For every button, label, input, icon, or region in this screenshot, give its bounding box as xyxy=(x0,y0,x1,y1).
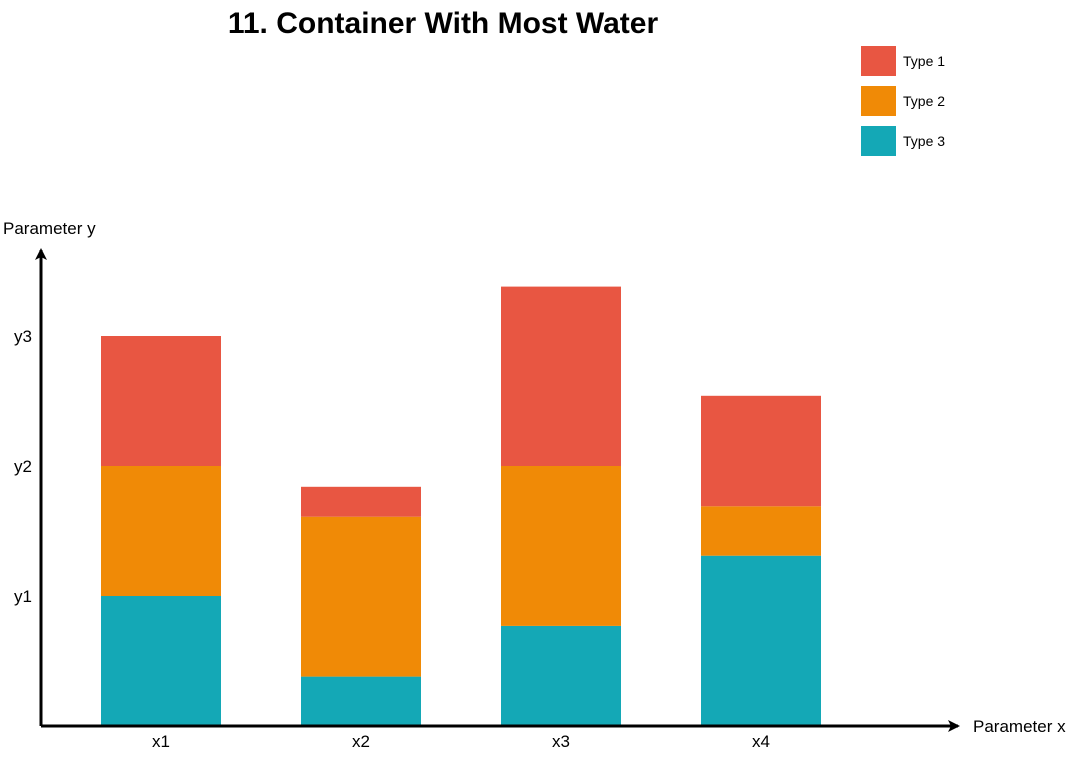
bar-type-3-x3 xyxy=(501,625,621,726)
bar-group xyxy=(101,286,821,726)
x-tick-label-x4: x4 xyxy=(752,732,770,751)
bar-type-2-x1 xyxy=(101,466,221,596)
x-tick-group: x1 x2 x3 x4 xyxy=(152,732,770,751)
bar-type-2-x4 xyxy=(701,506,821,556)
legend-label-type-1: Type 1 xyxy=(903,53,945,69)
chart-title: 11. Container With Most Water xyxy=(228,7,659,40)
legend-swatch-type-1 xyxy=(861,46,896,76)
bar-type-3-x2 xyxy=(301,676,421,726)
x-tick-label-x3: x3 xyxy=(552,732,570,751)
legend-label-type-2: Type 2 xyxy=(903,93,945,109)
bar-type-1-x4 xyxy=(701,395,821,507)
bar-type-2-x3 xyxy=(501,466,621,626)
bar-type-3-x1 xyxy=(101,596,221,726)
legend-swatch-type-3 xyxy=(861,126,896,156)
y-tick-group: y1 y2 y3 xyxy=(14,327,32,606)
x-axis-label: Parameter x xyxy=(973,717,1066,736)
legend-label-type-3: Type 3 xyxy=(903,133,945,149)
y-tick-label-y2: y2 xyxy=(14,457,32,476)
bar-type-2-x2 xyxy=(301,516,421,677)
x-tick-label-x2: x2 xyxy=(352,732,370,751)
legend: Type 1 Type 2 Type 3 xyxy=(861,46,945,156)
bar-type-1-x3 xyxy=(501,286,621,466)
y-tick-label-y3: y3 xyxy=(14,327,32,346)
y-axis-label: Parameter y xyxy=(3,219,96,238)
y-tick-label-y1: y1 xyxy=(14,587,32,606)
bar-type-1-x2 xyxy=(301,486,421,517)
bar-type-3-x4 xyxy=(701,555,821,726)
x-tick-label-x1: x1 xyxy=(152,732,170,751)
legend-swatch-type-2 xyxy=(861,86,896,116)
bar-type-1-x1 xyxy=(101,336,221,466)
